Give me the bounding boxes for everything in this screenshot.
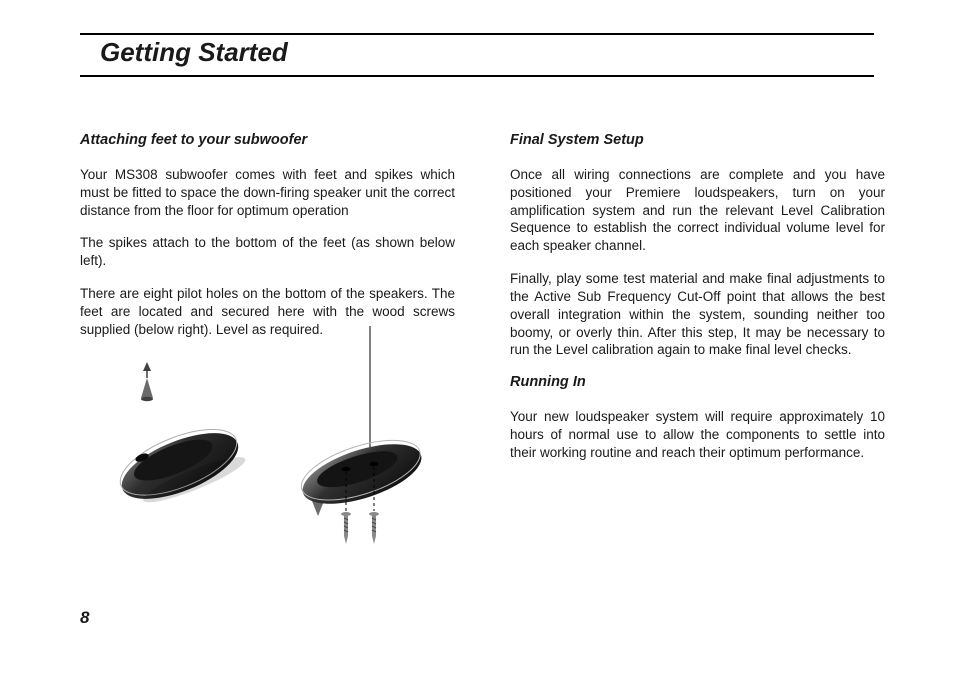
rule-top: [80, 33, 874, 35]
foot-right-icon: [294, 428, 428, 516]
page: Getting Started Attaching feet to your s…: [0, 0, 954, 673]
right-para-1: Once all wiring connections are complete…: [510, 166, 885, 255]
right-para-2: Finally, play some test material and mak…: [510, 270, 885, 359]
left-column: Attaching feet to your subwoofer Your MS…: [80, 132, 455, 354]
heading-running-in: Running In: [510, 374, 885, 390]
screw-icon: [341, 512, 379, 544]
page-title: Getting Started: [100, 37, 288, 68]
heading-final-setup: Final System Setup: [510, 132, 885, 148]
left-para-1: Your MS308 subwoofer comes with feet and…: [80, 166, 455, 219]
left-para-2: The spikes attach to the bottom of the f…: [80, 234, 455, 270]
page-number: 8: [80, 608, 89, 628]
feet-diagram: [80, 326, 455, 566]
heading-attaching-feet: Attaching feet to your subwoofer: [80, 132, 455, 148]
right-para-3: Your new loudspeaker system will require…: [510, 408, 885, 461]
spike-icon: [141, 362, 153, 401]
right-column: Final System Setup Once all wiring conne…: [510, 132, 885, 477]
foot-left-icon: [112, 416, 249, 513]
rule-under-title: [80, 75, 874, 77]
